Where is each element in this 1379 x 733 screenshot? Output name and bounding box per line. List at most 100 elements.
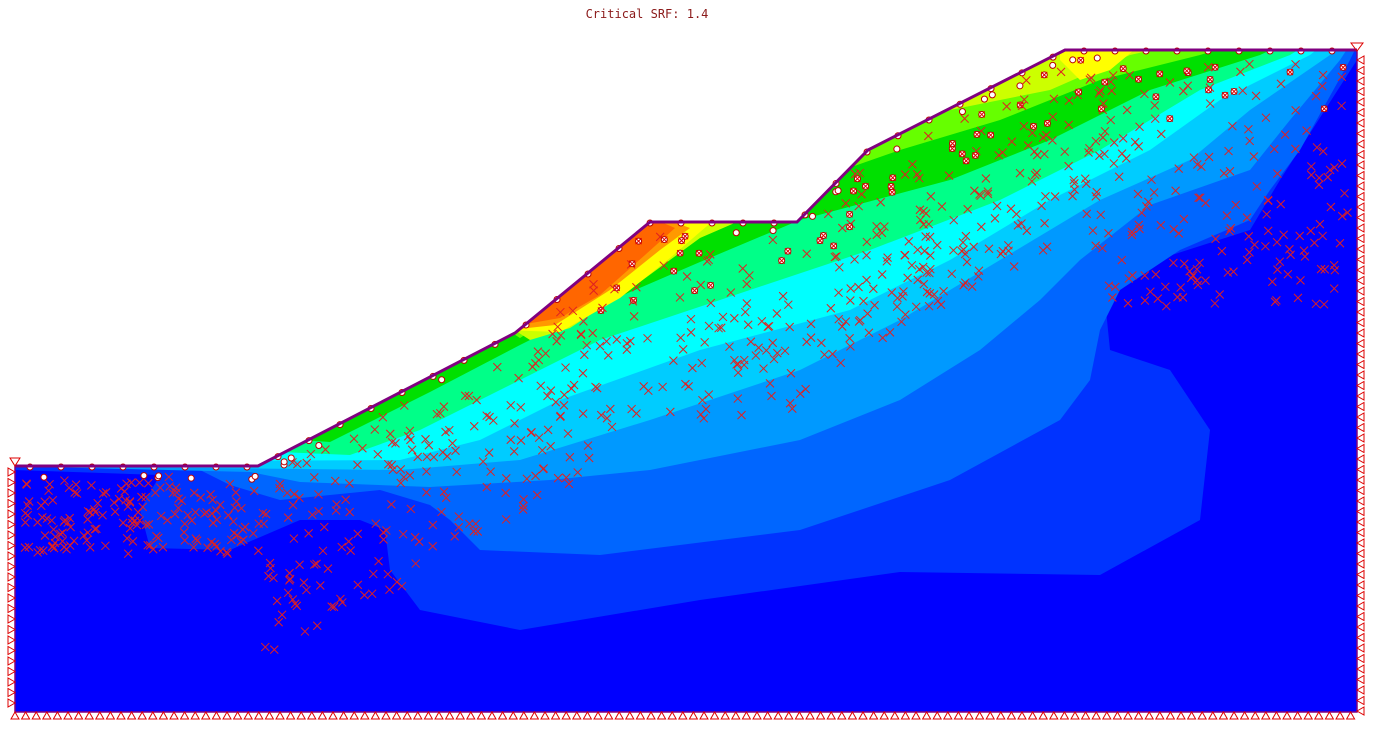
shear-marker [269,645,279,654]
shear-marker [769,354,779,364]
support [1355,191,1365,202]
shear-marker [21,508,30,518]
shear-marker [216,546,225,556]
shear-marker [1318,70,1328,80]
support [1197,710,1208,720]
support [603,710,614,720]
shear-marker [1152,93,1160,101]
shear-marker [823,209,833,219]
shear-marker [125,497,135,507]
shear-marker [787,404,797,414]
shear-marker [903,273,912,283]
shear-marker [397,581,407,591]
support [1355,233,1365,244]
shear-marker [428,541,438,551]
tension-marker [155,472,163,480]
shear-marker [396,465,406,474]
shear-marker [1171,186,1180,196]
shear-marker [101,541,110,551]
shear-marker [1279,230,1289,240]
shear-marker [223,510,233,520]
shear-marker [990,214,1000,223]
support [1355,202,1365,212]
shear-marker [1114,172,1124,182]
shear-marker [725,342,734,352]
support [1038,710,1049,720]
shear-marker [1261,113,1271,123]
support [1229,710,1239,720]
shear-marker [1280,130,1290,140]
shear-marker [556,307,565,317]
shear-marker [868,284,878,294]
support [1355,86,1365,97]
shear-marker [1272,237,1282,247]
shear-marker [208,518,218,528]
shear-marker [1225,226,1234,236]
shear-marker [1276,79,1286,89]
shear-marker [830,242,837,250]
support [7,540,17,551]
support [402,710,413,720]
shear-marker [987,131,995,139]
support [1355,65,1365,76]
shear-marker [85,543,95,552]
support [1080,710,1091,720]
shear-marker [239,535,248,545]
shear-marker [282,488,292,498]
shear-marker [958,238,968,247]
shear-marker [283,513,293,522]
support [200,710,211,720]
shear-marker [1183,67,1191,75]
support [1027,710,1038,720]
support [1355,422,1365,433]
shear-marker [1329,284,1339,293]
shear-marker [1038,245,1048,255]
shear-marker [704,255,714,265]
shear-marker [1101,78,1109,86]
shear-marker [1315,219,1325,229]
shear-marker [1125,70,1134,80]
tension-marker [1093,54,1101,62]
shear-marker [870,300,879,310]
shear-marker [1140,296,1150,305]
shear-marker [283,588,293,598]
shear-marker [1124,274,1134,283]
shear-marker [367,589,377,599]
shear-marker [71,480,81,490]
shear-marker [911,302,921,312]
support [94,710,105,720]
shear-marker [460,391,470,401]
support [794,710,805,720]
support [7,572,17,582]
shear-marker [826,303,836,313]
tension-marker [958,108,966,116]
shear-marker [1201,276,1210,286]
shear-marker [1007,137,1017,146]
shear-marker [665,407,675,417]
shear-marker [492,362,502,372]
support [455,710,466,720]
shear-marker [1041,130,1051,140]
shear-marker [1122,105,1132,115]
shear-marker [628,260,636,268]
shear-marker [678,345,688,354]
shear-marker [976,222,986,232]
shear-marker [1068,191,1077,201]
support [1355,695,1365,706]
shear-marker [1201,198,1210,208]
shear-marker [40,497,50,507]
shear-marker [501,473,511,483]
shear-marker [318,546,328,556]
support [391,710,402,720]
shear-marker [830,252,840,262]
support [105,710,116,720]
tension-marker [438,376,446,384]
slope-boundary [15,48,1357,468]
shear-marker [533,347,543,356]
shear-marker [628,296,638,306]
support [1355,601,1365,611]
shear-marker [1156,129,1166,139]
shear-marker [1096,86,1105,95]
shear-marker [697,358,707,368]
